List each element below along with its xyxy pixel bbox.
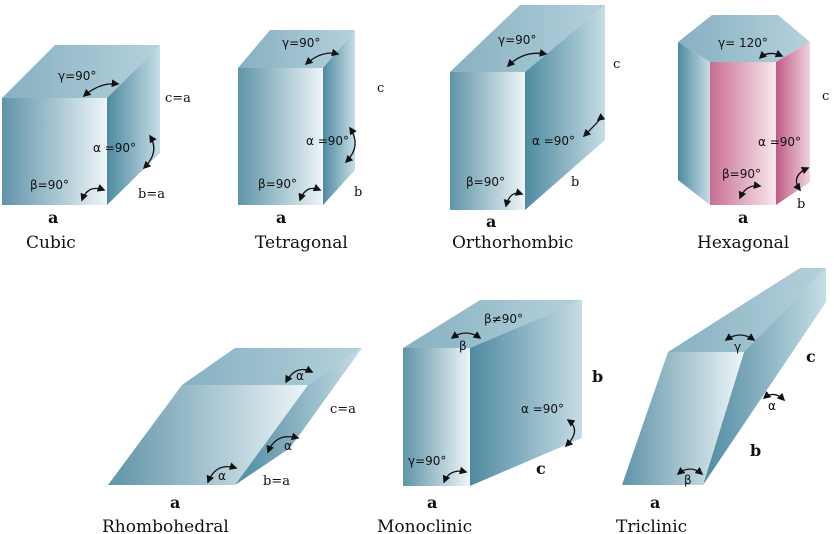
- tetragonal-edge-c: c: [377, 81, 384, 96]
- hexagonal-edge-b: b: [797, 197, 805, 212]
- triclinic-alpha-arc: [762, 391, 786, 402]
- tetragonal-name: Tetragonal: [255, 233, 348, 253]
- hexagonal-gamma-arc: [758, 49, 784, 60]
- orthorhombic-front-face: [450, 72, 525, 210]
- hexagonal-alpha-label: α =90°: [758, 135, 801, 149]
- orthorhombic-alpha-label: α =90°: [532, 134, 575, 148]
- orthorhombic-name: Orthorhombic: [452, 233, 573, 253]
- triclinic-alpha: α: [768, 399, 776, 413]
- cubic-alpha-label: α =90°: [93, 141, 136, 155]
- monoclinic-gamma-label: γ=90°: [408, 454, 446, 468]
- orthorhombic-cell: γ=90° α =90° β=90° c b a Orthorhombic: [450, 5, 620, 253]
- monoclinic-edge-a: a: [427, 493, 437, 512]
- cubic-top-face: [2, 45, 160, 98]
- triclinic-front-face: [622, 352, 744, 485]
- tetragonal-alpha-label: α =90°: [306, 134, 349, 148]
- monoclinic-alpha-label: α =90°: [521, 402, 564, 416]
- rhombohedral-alpha-3-arc: [206, 462, 238, 484]
- hexagonal-right-face: [776, 42, 810, 205]
- tetragonal-cell: γ=90° α =90° β=90° c b a Tetragonal: [238, 30, 384, 253]
- monoclinic-cell: β≠90° β α =90° γ=90° b c a Monoclinic: [377, 300, 603, 534]
- rhombohedral-alpha-2-arc: [266, 432, 300, 454]
- monoclinic-name: Monoclinic: [377, 517, 472, 534]
- monoclinic-beta-symbol: β: [459, 339, 467, 353]
- orthorhombic-beta-arc: [503, 188, 524, 208]
- triclinic-edge-c: c: [806, 347, 816, 366]
- hexagonal-edge-a: a: [738, 208, 748, 227]
- rhombohedral-edge-b: b=a: [263, 474, 290, 489]
- tetragonal-edge-b: b: [354, 185, 362, 200]
- orthorhombic-top-face: [450, 5, 605, 72]
- orthorhombic-beta-label: β=90°: [466, 175, 505, 189]
- monoclinic-side-face: [470, 300, 582, 486]
- rhombohedral-alpha-1-arc: [285, 365, 314, 384]
- rhombohedral-cell: α α α c=a b=a a Rhombohedral: [102, 348, 362, 534]
- monoclinic-beta-arc: [450, 331, 482, 339]
- triclinic-cell: γ α β c b a Triclinic: [616, 268, 826, 534]
- monoclinic-top-face: [403, 300, 582, 348]
- cubic-name: Cubic: [26, 233, 76, 253]
- triclinic-beta: β: [684, 473, 692, 487]
- orthorhombic-edge-a: a: [486, 212, 496, 231]
- rhombohedral-name: Rhombohedral: [102, 517, 229, 534]
- triclinic-edge-b: b: [750, 441, 761, 460]
- tetragonal-edge-a: a: [276, 208, 286, 227]
- rhombohedral-edge-c: c=a: [330, 402, 356, 417]
- rhombohedral-edge-a: a: [170, 493, 180, 512]
- monoclinic-front-face: [403, 348, 470, 486]
- rhombohedral-alpha-3: α: [218, 469, 226, 483]
- tetragonal-beta-label: β=90°: [258, 177, 297, 191]
- cubic-beta-label: β=90°: [30, 178, 69, 192]
- tetragonal-front-face: [238, 68, 323, 205]
- triclinic-side-face: [703, 268, 826, 485]
- tetragonal-gamma-label: γ=90°: [282, 36, 320, 50]
- monoclinic-edge-b: b: [592, 367, 603, 386]
- tetragonal-gamma-arc: [304, 48, 340, 66]
- monoclinic-gamma-arc: [442, 466, 468, 484]
- cubic-alpha-arc: [142, 134, 157, 170]
- rhombohedral-front-face: [108, 385, 308, 485]
- triclinic-name: Triclinic: [616, 517, 687, 534]
- triclinic-gamma-arc: [724, 333, 756, 341]
- monoclinic-beta-label: β≠90°: [484, 312, 523, 326]
- orthorhombic-edge-b: b: [571, 175, 579, 190]
- orthorhombic-edge-c: c: [613, 57, 620, 72]
- cubic-beta-arc: [80, 184, 106, 202]
- cubic-edge-a: a: [48, 208, 58, 227]
- hexagonal-alpha-arc: [793, 166, 810, 192]
- cubic-gamma-arc: [82, 79, 120, 98]
- triclinic-gamma: γ: [734, 340, 741, 354]
- hexagonal-gamma-label: γ= 120°: [718, 36, 768, 50]
- cubic-gamma-label: γ=90°: [58, 69, 96, 83]
- monoclinic-edge-c: c: [536, 459, 546, 478]
- cubic-cell: γ=90° α =90° β=90° c=a b=a a Cubic: [2, 45, 191, 253]
- cubic-edge-b: b=a: [138, 187, 165, 202]
- hexagonal-edge-c: c: [822, 89, 829, 104]
- cubic-edge-c: c=a: [165, 91, 191, 106]
- hexagonal-left-face: [678, 42, 710, 205]
- hexagonal-front-face: [710, 62, 776, 205]
- orthorhombic-gamma-arc: [506, 49, 548, 68]
- hexagonal-beta-label: β=90°: [722, 167, 761, 181]
- rhombohedral-top-face: [182, 348, 362, 385]
- tetragonal-beta-arc: [298, 183, 322, 202]
- tetragonal-alpha-arc: [344, 126, 357, 164]
- hexagonal-cell: γ= 120° α =90° β=90° c b a Hexagonal: [678, 15, 829, 253]
- orthorhombic-gamma-label: γ=90°: [498, 33, 536, 47]
- monoclinic-alpha-arc: [564, 419, 576, 448]
- triclinic-edge-a: a: [650, 493, 660, 512]
- triclinic-beta-arc: [676, 467, 704, 475]
- triclinic-top-face: [668, 268, 826, 352]
- hexagonal-beta-arc: [738, 181, 762, 200]
- hexagonal-name: Hexagonal: [697, 233, 789, 253]
- rhombohedral-alpha-2: α: [284, 439, 292, 453]
- orthorhombic-alpha-arc: [582, 113, 606, 138]
